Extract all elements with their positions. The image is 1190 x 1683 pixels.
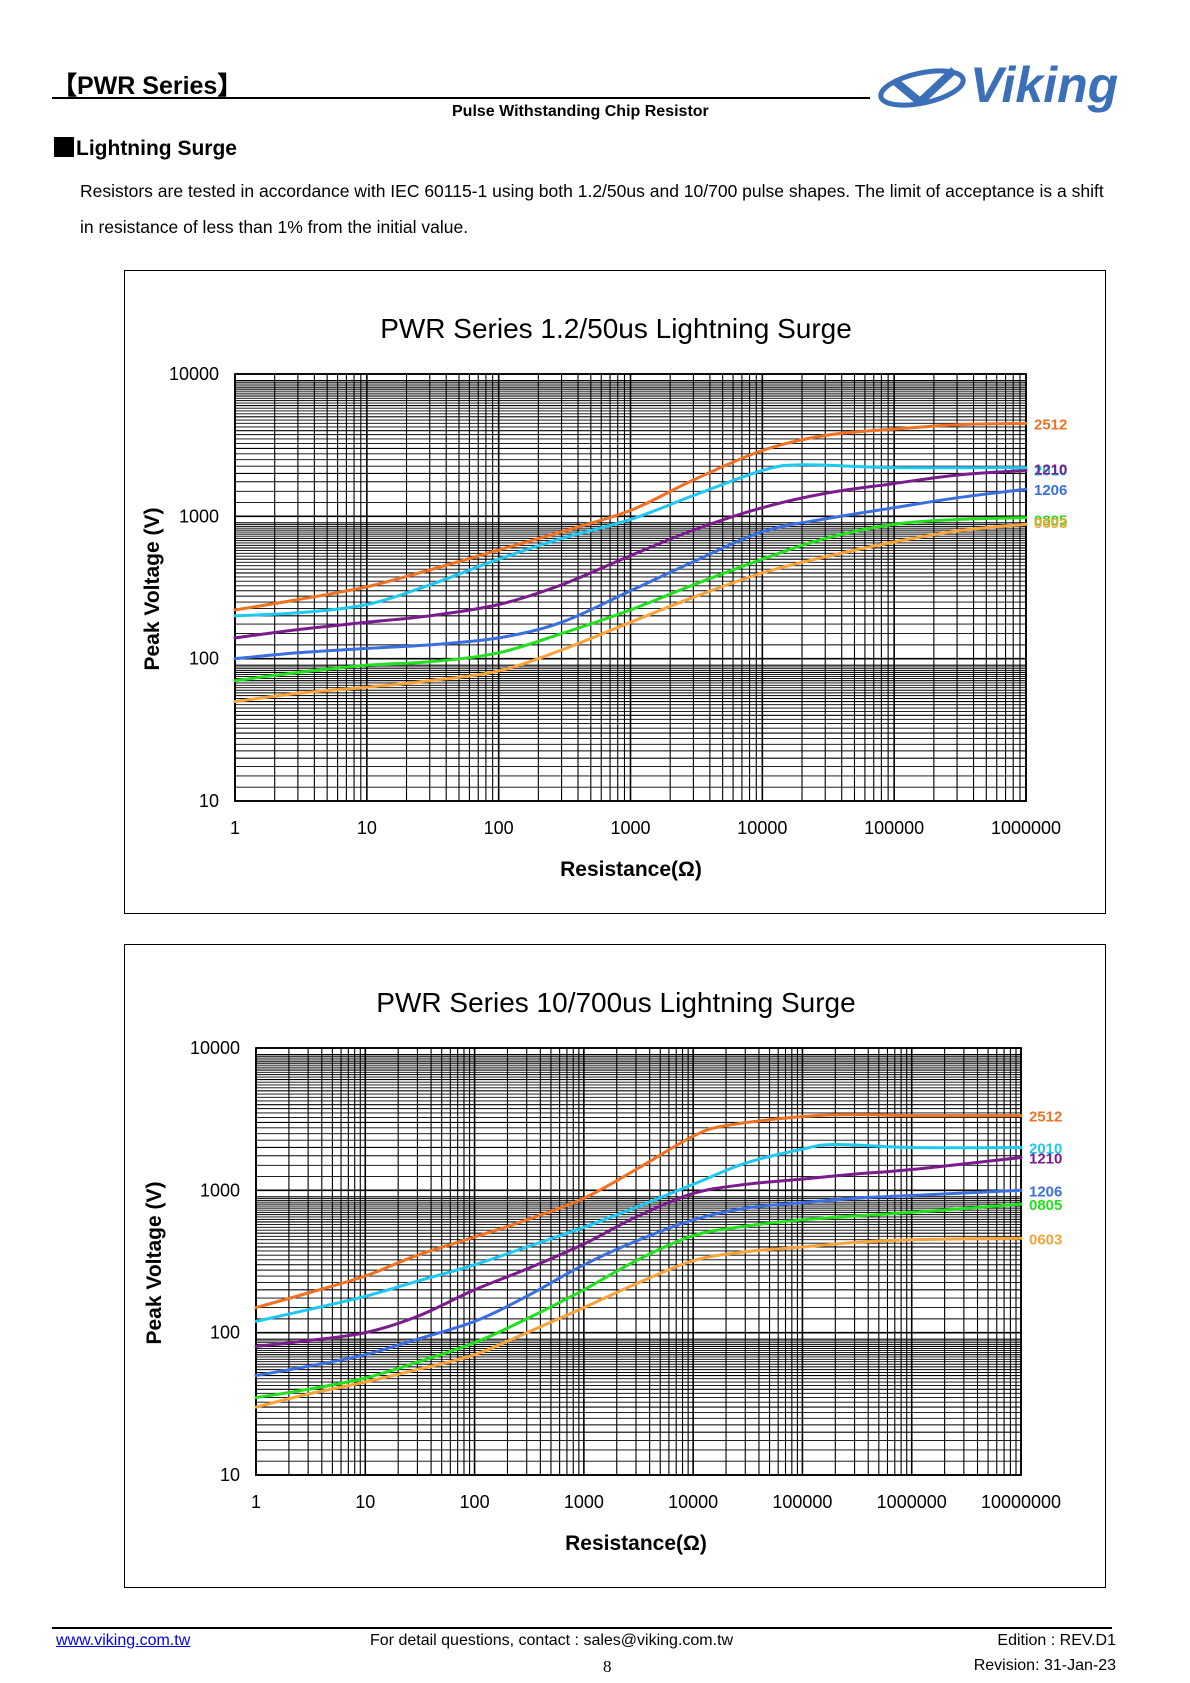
chart1-x-tick-label: 1000000 <box>877 1492 947 1512</box>
chart1-x-tick-label: 10000000 <box>981 1492 1061 1512</box>
chart0-series-line-0805 <box>233 516 1028 683</box>
logo-text: Viking <box>970 57 1118 113</box>
chart0-series-label-1210: 1210 <box>1034 461 1067 478</box>
chart1-x-tick-label: 1000 <box>564 1492 604 1512</box>
chart1-x-tick-label: 100000 <box>772 1492 832 1512</box>
chart0-x-tick-label: 100 <box>484 818 514 838</box>
footer-divider <box>52 1627 1112 1629</box>
chart-2-xlabel: Resistance(Ω) <box>565 1532 707 1555</box>
intro-paragraph: Resistors are tested in accordance with … <box>80 181 1104 237</box>
chart-2-frame: PWR Series 10/700us Lightning Surge Resi… <box>124 944 1106 1588</box>
page-number: 8 <box>603 1657 612 1676</box>
header-divider <box>52 97 870 99</box>
chart0-x-tick-label: 100000 <box>864 818 924 838</box>
chart0-series-line-1210 <box>233 469 1028 640</box>
chart1-series-line-2010 <box>254 1142 1023 1323</box>
chart1-series-line-0603 <box>254 1236 1023 1409</box>
chart1-series-label-2512: 2512 <box>1029 1109 1062 1126</box>
chart1-y-tick-label: 10000 <box>190 1038 240 1058</box>
chart0-x-tick-label: 1000000 <box>991 818 1061 838</box>
chart1-y-tick-label: 10 <box>220 1465 240 1485</box>
chart0-y-tick-label: 1000 <box>179 506 219 526</box>
chart0-series-label-2512: 2512 <box>1034 416 1067 433</box>
chart0-series-label-0603: 0603 <box>1034 515 1067 532</box>
chart-1-xlabel: Resistance(Ω) <box>560 858 702 881</box>
section-heading: Lightning Surge <box>54 137 237 161</box>
chart1-grid <box>255 1047 1022 1476</box>
chart1-series-label-1210: 1210 <box>1029 1151 1062 1168</box>
chart0-plot-frame <box>234 373 1027 802</box>
chart1-series-line-1206 <box>254 1188 1023 1377</box>
chart-1-ylabel: Peak Voltage (V) <box>141 508 164 671</box>
chart-1-frame: PWR Series 1.2/50us Lightning Surge Resi… <box>124 270 1106 914</box>
chart0-y-tick-label: 10 <box>199 791 219 811</box>
chart1-plot-frame <box>255 1047 1022 1476</box>
footer-contact: For detail questions, contact : sales@vi… <box>370 1632 734 1649</box>
chart0-series-line-2512 <box>233 421 1028 612</box>
chart1-series-label-0805: 0805 <box>1029 1197 1062 1214</box>
chart1-x-tick-label: 10000 <box>668 1492 718 1512</box>
chart0-series-line-2010 <box>233 463 1028 618</box>
chart1-y-tick-label: 100 <box>210 1323 240 1343</box>
chart1-x-tick-label: 100 <box>460 1492 490 1512</box>
chart-2-plot: PWR Series 10/700us Lightning Surge Resi… <box>143 987 1062 1555</box>
chart-2-ylabel: Peak Voltage (V) <box>143 1182 166 1345</box>
chart-1-plot: PWR Series 1.2/50us Lightning Surge Resi… <box>141 313 1067 881</box>
footer-revision: Revision: 31-Jan-23 <box>973 1657 1116 1674</box>
chart0-x-tick-label: 10000 <box>737 818 787 838</box>
viking-logo: Viking <box>878 57 1118 113</box>
chart1-series-label-1206: 1206 <box>1029 1183 1062 1200</box>
chart0-x-tick-label: 10 <box>357 818 377 838</box>
footer-edition: Edition : REV.D1 <box>997 1632 1116 1649</box>
chart0-grid <box>234 373 1027 802</box>
document-subtitle: Pulse Withstanding Chip Resistor <box>452 103 709 120</box>
section-title: Lightning Surge <box>76 137 237 160</box>
chart1-series-label-0603: 0603 <box>1029 1231 1062 1248</box>
chart1-series-line-2512 <box>254 1113 1023 1310</box>
chart0-y-tick-label: 10000 <box>169 364 219 384</box>
chart0-series-line-0603 <box>233 522 1028 703</box>
section-bullet-icon <box>54 137 74 157</box>
chart1-series-line-1210 <box>254 1156 1023 1348</box>
chart0-x-tick-label: 1000 <box>610 818 650 838</box>
chart0-series-line-1206 <box>233 487 1028 661</box>
chart0-series-label-0805: 0805 <box>1034 513 1067 530</box>
chart-2-title: PWR Series 10/700us Lightning Surge <box>376 987 855 1018</box>
website-link[interactable]: www.viking.com.tw <box>56 1632 191 1649</box>
chart1-y-tick-label: 1000 <box>200 1180 240 1200</box>
chart-1-title: PWR Series 1.2/50us Lightning Surge <box>380 313 852 344</box>
chart1-series-label-2010: 2010 <box>1029 1140 1062 1157</box>
chart0-series-label-1206: 1206 <box>1034 482 1067 499</box>
chart0-y-tick-label: 100 <box>189 649 219 669</box>
chart1-x-tick-label: 10 <box>355 1492 375 1512</box>
chart1-x-tick-label: 1 <box>251 1492 261 1512</box>
series-title: 【PWR Series】 <box>52 72 243 100</box>
chart0-x-tick-label: 1 <box>230 818 240 838</box>
chart1-series-line-0805 <box>254 1202 1023 1400</box>
chart0-series-label-2010: 2010 <box>1034 463 1067 480</box>
